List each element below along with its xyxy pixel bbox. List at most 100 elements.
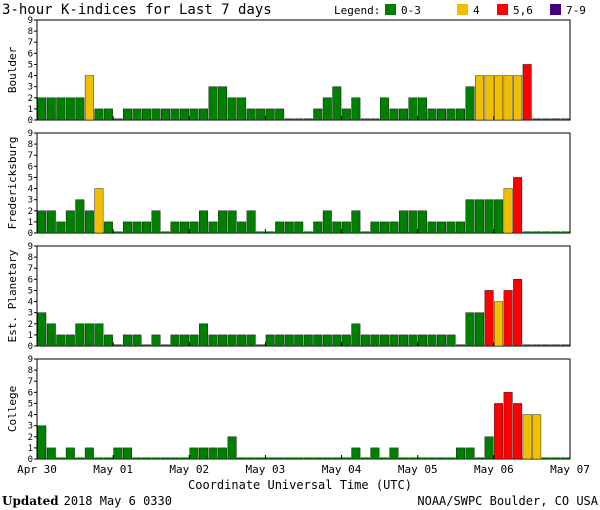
k-index-bar bbox=[56, 334, 66, 347]
x-axis: Apr 30 May 01 May 02 May 03 May 04 May 05 May … bbox=[17, 463, 590, 476]
k-index-bar bbox=[341, 334, 351, 347]
k-index-bar bbox=[132, 334, 142, 347]
k-index-bar bbox=[46, 447, 56, 460]
y-tick-label: 9 bbox=[28, 355, 33, 365]
k-index-bar bbox=[351, 97, 361, 121]
k-index-bar bbox=[151, 210, 161, 234]
k-index-bar bbox=[246, 457, 256, 460]
k-index-bar bbox=[103, 221, 113, 234]
y-tick-label: 5 bbox=[28, 399, 33, 409]
k-index-bar bbox=[475, 312, 485, 347]
k-index-bar bbox=[141, 457, 151, 460]
k-index-bar bbox=[332, 334, 342, 347]
k-index-bar bbox=[389, 221, 399, 234]
k-index-bar bbox=[322, 97, 332, 121]
panel-label: College bbox=[6, 386, 19, 432]
k-index-bar bbox=[56, 457, 66, 460]
k-index-bar bbox=[303, 457, 313, 460]
source-credit: NOAA/SWPC Boulder, CO USA bbox=[417, 494, 598, 508]
k-index-bar bbox=[246, 210, 256, 234]
k-index-bar bbox=[103, 457, 113, 460]
k-index-bar bbox=[199, 210, 209, 234]
k-index-bar bbox=[360, 457, 370, 460]
k-index-bar bbox=[275, 108, 285, 121]
chart-title: 3-hour K-indices for Last 7 days bbox=[2, 2, 272, 18]
k-index-bar bbox=[513, 403, 523, 460]
k-index-bar bbox=[141, 344, 151, 347]
y-tick-label: 9 bbox=[28, 16, 33, 26]
k-index-bar bbox=[65, 447, 75, 460]
k-index-bar bbox=[560, 457, 570, 460]
k-index-bar bbox=[456, 221, 466, 234]
k-index-bar bbox=[84, 323, 94, 347]
y-tick-label: 8 bbox=[28, 253, 33, 263]
y-tick-label: 8 bbox=[28, 366, 33, 376]
k-index-bar bbox=[351, 323, 361, 347]
legend: Legend: 0-3 4 5,6 7-9 bbox=[334, 4, 586, 17]
y-tick-label: 5 bbox=[28, 286, 33, 296]
k-index-bar bbox=[122, 447, 132, 460]
k-index-bar bbox=[427, 334, 437, 347]
k-index-bar bbox=[265, 108, 275, 121]
legend-label-4: 4 bbox=[473, 4, 480, 17]
y-tick-label: 7 bbox=[28, 264, 33, 274]
k-index-bar bbox=[265, 334, 275, 347]
k-index-bar bbox=[227, 436, 237, 460]
legend-swatch-7-9 bbox=[550, 4, 561, 15]
y-tick-label: 3 bbox=[28, 83, 33, 93]
k-index-bar bbox=[465, 199, 475, 234]
k-index-bar bbox=[532, 231, 542, 234]
k-index-bar bbox=[398, 457, 408, 460]
k-index-bar bbox=[465, 312, 475, 347]
k-index-bar bbox=[370, 334, 380, 347]
k-index-bar bbox=[484, 75, 494, 121]
k-index-bar bbox=[122, 334, 132, 347]
k-index-bar bbox=[75, 323, 85, 347]
k-index-bar bbox=[122, 221, 132, 234]
k-index-bar bbox=[437, 457, 446, 460]
k-index-bar bbox=[351, 447, 361, 460]
k-index-bar bbox=[522, 231, 532, 234]
k-index-bar bbox=[541, 344, 551, 347]
k-index-bar bbox=[208, 221, 218, 234]
k-index-bar bbox=[132, 457, 142, 460]
k-index-bar bbox=[37, 210, 47, 234]
k-index-bar bbox=[322, 210, 332, 234]
y-tick-label: 6 bbox=[28, 162, 33, 172]
k-index-bar bbox=[541, 457, 551, 460]
legend-swatch-0-3 bbox=[385, 4, 396, 15]
y-tick-label: 7 bbox=[28, 38, 33, 48]
y-tick-label: 2 bbox=[28, 320, 33, 330]
legend-swatch-4 bbox=[457, 4, 468, 15]
k-index-bar bbox=[313, 457, 323, 460]
y-tick-label: 0 bbox=[28, 455, 33, 465]
legend-label: Legend: bbox=[334, 4, 380, 17]
y-tick-label: 4 bbox=[28, 72, 33, 82]
k-index-bar bbox=[37, 425, 47, 460]
panel-frame bbox=[36, 358, 571, 460]
legend-label-5-6: 5,6 bbox=[513, 4, 533, 17]
k-index-bar bbox=[303, 334, 313, 347]
k-index-bar bbox=[522, 344, 532, 347]
x-tick-label: May 04 bbox=[322, 463, 362, 476]
y-tick-label: 7 bbox=[28, 151, 33, 161]
k-index-bar bbox=[256, 231, 266, 234]
k-index-bar bbox=[284, 334, 294, 347]
legend-label-7-9: 7-9 bbox=[566, 4, 586, 17]
k-index-bar bbox=[75, 457, 85, 460]
k-index-bar bbox=[275, 334, 285, 347]
k-index-bar bbox=[437, 221, 446, 234]
y-tick-label: 0 bbox=[28, 342, 33, 352]
k-index-bar bbox=[227, 334, 237, 347]
k-index-bar bbox=[313, 108, 323, 121]
k-index-bar bbox=[408, 334, 418, 347]
k-index-bar bbox=[94, 108, 104, 121]
k-index-bar bbox=[84, 210, 94, 234]
k-index-bar bbox=[313, 334, 323, 347]
x-tick-label: May 06 bbox=[474, 463, 514, 476]
k-index-bar bbox=[398, 108, 408, 121]
k-index-bar bbox=[456, 447, 466, 460]
k-index-bar bbox=[218, 447, 228, 460]
